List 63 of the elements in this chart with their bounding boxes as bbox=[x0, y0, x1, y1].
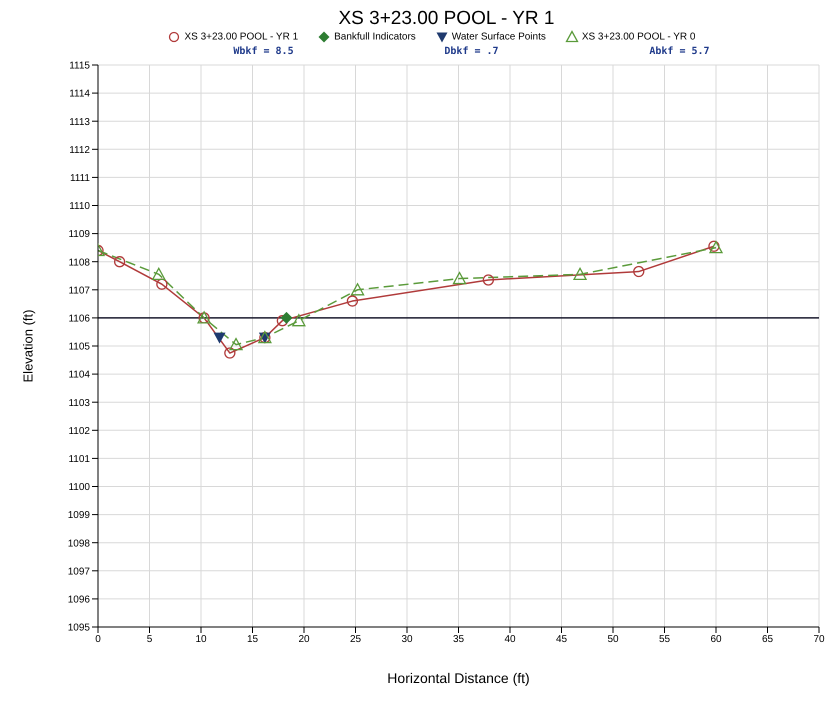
point bbox=[224, 347, 236, 359]
y-tick-label: 1112 bbox=[69, 144, 90, 156]
x-tick-label: 40 bbox=[504, 634, 516, 646]
x-tick-label: 30 bbox=[401, 634, 413, 646]
x-tick-label: 35 bbox=[452, 634, 464, 646]
y-tick-label: 1114 bbox=[69, 88, 90, 100]
point bbox=[156, 278, 168, 290]
legend-label: XS 3+23.00 POOL - YR 1 bbox=[183, 30, 298, 44]
y-tick-label: 1096 bbox=[68, 594, 90, 606]
y-tick-label: 1099 bbox=[68, 510, 90, 522]
x-tick-label: 70 bbox=[813, 634, 825, 646]
legend-label: Water Surface Points bbox=[450, 30, 546, 44]
x-tick-label: 50 bbox=[607, 634, 619, 646]
y-tick-label: 1101 bbox=[68, 454, 90, 465]
x-tick-label: 0 bbox=[95, 634, 102, 646]
point bbox=[452, 272, 466, 284]
x-tick-label: 10 bbox=[195, 634, 207, 646]
y-tick-label: 1103 bbox=[68, 398, 90, 409]
chart-title: XS 3+23.00 POOL - YR 1 bbox=[338, 8, 556, 30]
y-tick-label: 1095 bbox=[68, 622, 90, 634]
y-tick-label: 1105 bbox=[68, 342, 90, 353]
y-tick-label: 1102 bbox=[68, 426, 90, 437]
point bbox=[633, 266, 644, 278]
y-tick-label: 1098 bbox=[68, 538, 90, 550]
x-tick-label: 55 bbox=[658, 634, 670, 646]
x-tick-label: 15 bbox=[246, 634, 258, 646]
point bbox=[114, 256, 126, 268]
point bbox=[708, 240, 720, 252]
x-tick-label: 25 bbox=[350, 634, 362, 646]
text: Wbkf = 8.5 bbox=[233, 46, 294, 57]
x-axis-title: Horizontal Distance (ft) bbox=[387, 670, 530, 686]
point bbox=[482, 274, 494, 286]
legend-label: Bankfull Indicators bbox=[333, 30, 416, 44]
x-tick-label: 65 bbox=[762, 634, 774, 646]
text: Abkf = 5.7 bbox=[649, 46, 710, 57]
y-tick-label: 1107 bbox=[68, 285, 90, 296]
y-tick-label: 1110 bbox=[69, 201, 90, 212]
y-tick-label: 1108 bbox=[68, 257, 90, 268]
point bbox=[350, 283, 364, 296]
point bbox=[152, 268, 166, 280]
point bbox=[280, 312, 292, 324]
y-axis-title: Elevation (ft) bbox=[20, 310, 36, 382]
point bbox=[346, 295, 358, 307]
y-tick-label: 1100 bbox=[68, 482, 90, 494]
x-tick-label: 5 bbox=[146, 634, 153, 646]
x-tick-label: 45 bbox=[556, 634, 568, 646]
y-tick-label: 1106 bbox=[68, 313, 90, 324]
legend-label: XS 3+23.00 POOL - YR 0 bbox=[580, 30, 696, 44]
point bbox=[229, 338, 243, 350]
x-tick-label: 60 bbox=[710, 634, 722, 646]
y-tick-label: 1113 bbox=[69, 116, 90, 128]
y-tick-label: 1097 bbox=[68, 566, 90, 578]
y-tick-label: 1109 bbox=[68, 229, 90, 240]
x-tick-label: 20 bbox=[298, 634, 310, 646]
y-tick-label: 1111 bbox=[70, 172, 90, 184]
point bbox=[276, 315, 288, 326]
point bbox=[573, 268, 587, 280]
y-tick-label: 1104 bbox=[68, 370, 90, 381]
point bbox=[709, 241, 723, 254]
point bbox=[214, 332, 226, 344]
text: Dbkf = .7 bbox=[444, 46, 499, 57]
y-tick-label: 1115 bbox=[69, 60, 90, 72]
point bbox=[292, 314, 306, 326]
